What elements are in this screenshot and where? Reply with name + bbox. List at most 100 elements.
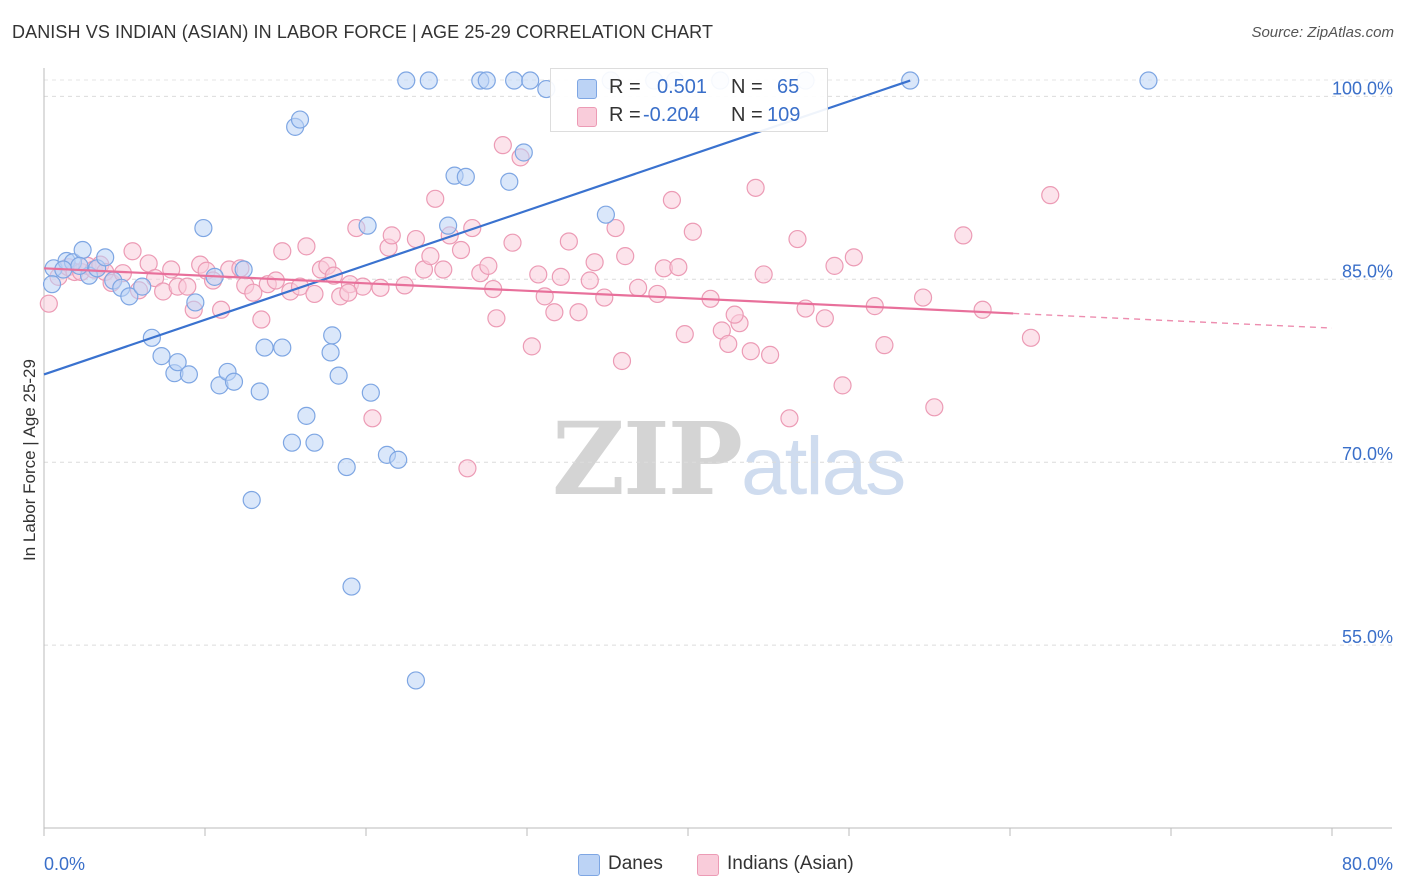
danes-point (133, 277, 152, 296)
danes-point (73, 240, 92, 260)
indians-point (545, 303, 564, 322)
indians-point (580, 271, 599, 290)
danes-legend-swatch (578, 854, 600, 876)
danes-point (514, 143, 533, 162)
indians-trend-line-extension (1013, 312, 1333, 329)
indians-point (522, 337, 541, 356)
indians-point (913, 288, 933, 307)
indians-point (675, 325, 694, 344)
indians-point (754, 265, 773, 284)
chart-title: DANISH VS INDIAN (ASIAN) IN LABOR FORCE … (12, 22, 714, 42)
danes-point (152, 347, 171, 366)
watermark-atlas: atlas (740, 421, 906, 512)
danes-point (70, 256, 89, 275)
indians-point (339, 283, 358, 302)
indians-point (746, 178, 765, 197)
stats-row-danes: R = 0.501 N = 65 (551, 74, 827, 102)
indians-point (451, 240, 471, 260)
danes-point (224, 372, 244, 391)
danes-swatch (577, 79, 597, 99)
indians-point (662, 190, 682, 210)
danes-point (305, 433, 324, 452)
indians-point (266, 271, 285, 290)
indians-point (178, 277, 197, 296)
indians-point (421, 247, 440, 266)
y-tick-label: 85.0% (1342, 261, 1393, 281)
danes-point (1139, 71, 1158, 90)
indians-point (434, 260, 453, 279)
indians-point (973, 300, 992, 319)
series-legend: Danes Indians (Asian) (0, 852, 1406, 878)
indians-point (406, 229, 426, 249)
danes-point (456, 167, 475, 186)
watermark-zip: ZIP (552, 400, 743, 518)
indians-point (551, 267, 570, 286)
danes-point (250, 382, 269, 401)
n-label: N = (731, 76, 763, 98)
indians-point (529, 265, 548, 284)
danes-point (323, 326, 342, 345)
danes-point (321, 343, 340, 362)
indians-point (616, 247, 635, 266)
x-tick-label: 80.0% (1342, 854, 1393, 874)
n-value: 109 (767, 104, 801, 126)
indians-point (39, 294, 58, 313)
stats-legend: R = 0.501 N = 65 R = -0.204 N = 109 (550, 68, 828, 132)
indians-point (585, 253, 604, 272)
danes-point (168, 353, 187, 372)
indians-point (683, 222, 702, 241)
danes-point (234, 260, 253, 279)
indians-point (788, 229, 807, 249)
danes-point (337, 457, 356, 477)
indians-point (123, 242, 142, 261)
r-value: 0.501 (657, 76, 708, 98)
danes-point (419, 71, 438, 90)
r-label: R = (609, 104, 641, 126)
indians-trend-line (43, 267, 1014, 315)
danes-point (361, 383, 380, 402)
indians-point (725, 305, 744, 324)
danes-point (389, 450, 408, 469)
y-tick-label: 55.0% (1342, 627, 1393, 647)
indians-point (606, 218, 625, 238)
danes-point (179, 365, 198, 384)
indians-point (761, 345, 780, 364)
n-label: N = (731, 104, 763, 126)
indians-point (493, 136, 512, 155)
danes-point (439, 216, 458, 235)
indians-point (595, 288, 614, 307)
danes-point (342, 577, 361, 596)
indians-point (833, 376, 852, 395)
danes-point (596, 205, 615, 224)
indians-point (815, 309, 834, 328)
indians-point (273, 242, 292, 261)
indians-point (741, 342, 760, 361)
watermark: ZIPatlas (552, 400, 906, 518)
r-label: R = (609, 76, 641, 98)
indians-point (305, 284, 324, 304)
danes-point (477, 71, 496, 90)
indians-point (569, 303, 588, 322)
y-tick-label: 70.0% (1342, 444, 1393, 464)
indians-point (559, 232, 578, 251)
indians-point (244, 283, 263, 302)
danes-point (297, 406, 316, 425)
indians-point (371, 278, 390, 297)
danes-point (282, 433, 302, 452)
indians-point (382, 226, 401, 245)
danes-point (358, 216, 377, 235)
indians-point (487, 309, 506, 328)
x-tick-label: 0.0% (44, 854, 85, 874)
source-label: Source: ZipAtlas.com (1251, 24, 1394, 41)
indians-point (825, 256, 844, 275)
danes-point (242, 490, 261, 510)
n-value: 65 (777, 76, 800, 98)
danes-point (96, 248, 115, 267)
danes-point (290, 110, 310, 129)
indians-point (648, 284, 667, 304)
indians-point (844, 248, 863, 267)
indians-point (954, 226, 973, 245)
indians-legend-swatch (697, 854, 719, 876)
indians-point (479, 256, 498, 275)
